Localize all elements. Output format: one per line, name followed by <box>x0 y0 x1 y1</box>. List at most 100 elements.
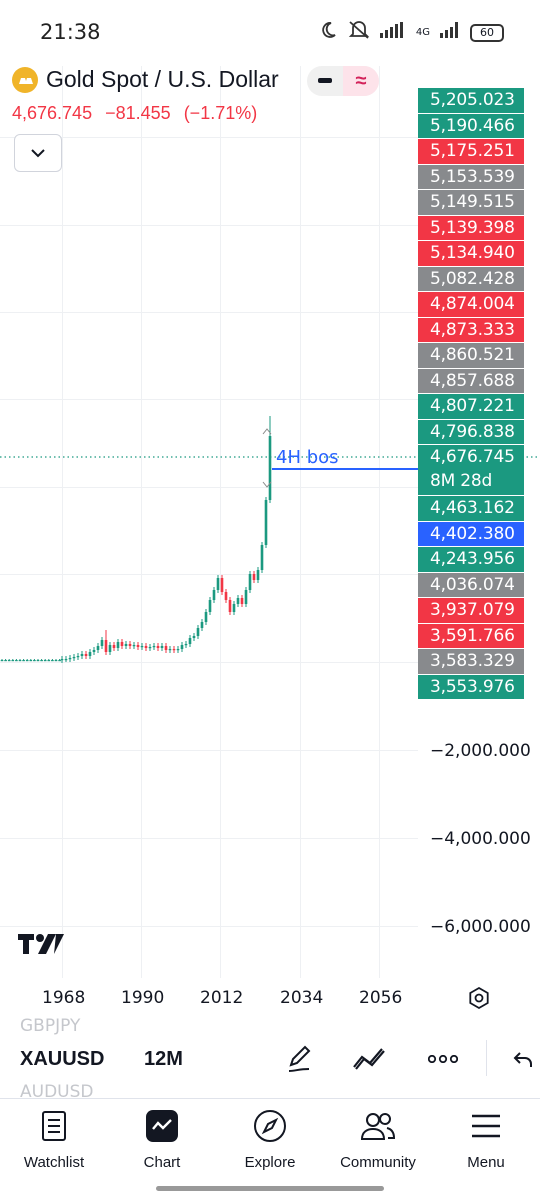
grid-line <box>141 66 142 978</box>
candle <box>156 646 160 648</box>
signal-icon <box>379 22 406 43</box>
candle <box>144 646 148 648</box>
candle <box>236 598 240 604</box>
trend-line-icon[interactable] <box>352 1042 386 1076</box>
candle <box>84 654 88 656</box>
candle <box>248 574 252 590</box>
candle <box>216 578 220 590</box>
candle <box>4 660 7 662</box>
more-options-icon[interactable] <box>426 1042 460 1076</box>
price-label-value: 4,676.745 <box>430 447 515 467</box>
toolbar-divider <box>486 1040 487 1076</box>
candle <box>152 646 156 648</box>
price-label: 5,149.515 <box>418 190 524 215</box>
grid-line <box>0 487 418 488</box>
collapse-legend-button[interactable] <box>14 134 62 172</box>
candle <box>40 660 43 662</box>
minus-icon[interactable] <box>307 66 343 96</box>
symbol-list-prev[interactable]: GBPJPY <box>20 1016 81 1036</box>
x-axis-tick: 1968 <box>42 988 86 1008</box>
price-label-value: 3,591.766 <box>430 625 515 646</box>
grid-line <box>0 225 418 226</box>
nav-community[interactable]: Community <box>324 1100 432 1180</box>
grid-line <box>0 137 418 138</box>
price-label-value: 4,243.956 <box>430 549 515 569</box>
nav-chart[interactable]: Chart <box>108 1100 216 1180</box>
candle <box>51 660 54 662</box>
nav-explore[interactable]: Explore <box>216 1100 324 1180</box>
battery-icon: 60 <box>470 23 504 42</box>
grid-line <box>0 399 418 400</box>
chart-settings-icon[interactable] <box>467 986 491 1010</box>
candle <box>244 590 248 604</box>
bottom-navigation: Watchlist Chart Explore Community Menu <box>0 1100 540 1180</box>
candle <box>11 660 15 662</box>
candle <box>240 598 244 604</box>
candle <box>29 660 33 662</box>
candlestick-plot: 4H bos <box>0 416 540 663</box>
price-label: 3,553.976 <box>418 674 524 699</box>
candle <box>148 647 152 649</box>
network-type: 4G <box>415 27 430 38</box>
candle <box>136 645 140 647</box>
symbol-list-next[interactable]: AUDUSD <box>20 1082 94 1102</box>
candle <box>132 645 136 647</box>
y-axis-tick: −4,000.000 <box>430 829 531 849</box>
chart-area[interactable]: 4H bos 5,205.023 5,190.466 5,175.251 5,153.… <box>0 0 540 1030</box>
interval-button[interactable]: 12M <box>144 1048 183 1070</box>
candles <box>0 416 272 663</box>
nav-watchlist[interactable]: Watchlist <box>0 1100 108 1180</box>
candle <box>164 646 168 650</box>
symbol-button[interactable]: XAUUSD <box>20 1048 105 1070</box>
candle <box>224 592 228 600</box>
market-toggle[interactable]: ≈ <box>307 66 379 96</box>
y-axis-tick: −6,000.000 <box>430 917 531 937</box>
undo-icon[interactable] <box>506 1042 540 1076</box>
chevron-down-icon <box>31 149 45 158</box>
menu-icon <box>468 1108 504 1144</box>
candle <box>80 654 84 656</box>
grid-line <box>379 66 380 978</box>
symbol-title[interactable]: Gold Spot / U.S. Dollar <box>46 66 279 92</box>
tradingview-logo[interactable] <box>18 932 64 963</box>
price-label-value: 4,796.838 <box>430 421 515 442</box>
candle <box>212 590 216 600</box>
candle <box>22 660 25 662</box>
nav-label: Community <box>340 1154 416 1171</box>
grid-line <box>0 926 418 927</box>
clock: 21:38 <box>40 20 101 44</box>
candle <box>220 578 224 592</box>
candle <box>252 574 256 580</box>
x-axis-tick: 2034 <box>280 988 324 1008</box>
candle <box>72 657 76 659</box>
price-label: 3,591.766 <box>418 623 524 648</box>
price-label-value: 5,082.428 <box>430 268 515 289</box>
selection-handles-icon <box>262 428 272 488</box>
candle <box>88 652 92 656</box>
drawing-pen-icon[interactable] <box>282 1042 316 1076</box>
price-scale-labels: 5,205.023 5,190.466 5,175.251 5,153.539 5,14… <box>418 88 524 700</box>
nav-menu[interactable]: Menu <box>432 1100 540 1180</box>
candle <box>124 644 128 646</box>
candle <box>204 612 208 622</box>
candle <box>120 642 124 646</box>
symbol-header: Gold Spot / U.S. Dollar 4,676.745 −81.45… <box>12 66 279 124</box>
price-label: 5,205.023 <box>418 88 524 113</box>
price-label-value: 4,807.221 <box>430 396 515 416</box>
approx-icon[interactable]: ≈ <box>343 66 379 96</box>
grid-line <box>0 750 418 751</box>
grid-line <box>0 838 418 839</box>
price-label: 3,937.079 <box>418 598 524 623</box>
candle <box>192 636 196 638</box>
candle <box>7 660 11 662</box>
grid-line <box>0 574 418 575</box>
price-label-value: 3,937.079 <box>430 600 515 620</box>
candle <box>96 646 100 650</box>
bar-countdown: 8M 28d <box>430 471 493 491</box>
price-label-value: 4,874.004 <box>430 294 515 314</box>
candle <box>58 660 61 662</box>
nav-label: Explore <box>244 1154 296 1171</box>
price-label-value: 4,857.688 <box>430 370 515 391</box>
grid-line <box>220 66 221 978</box>
candle <box>0 660 4 662</box>
